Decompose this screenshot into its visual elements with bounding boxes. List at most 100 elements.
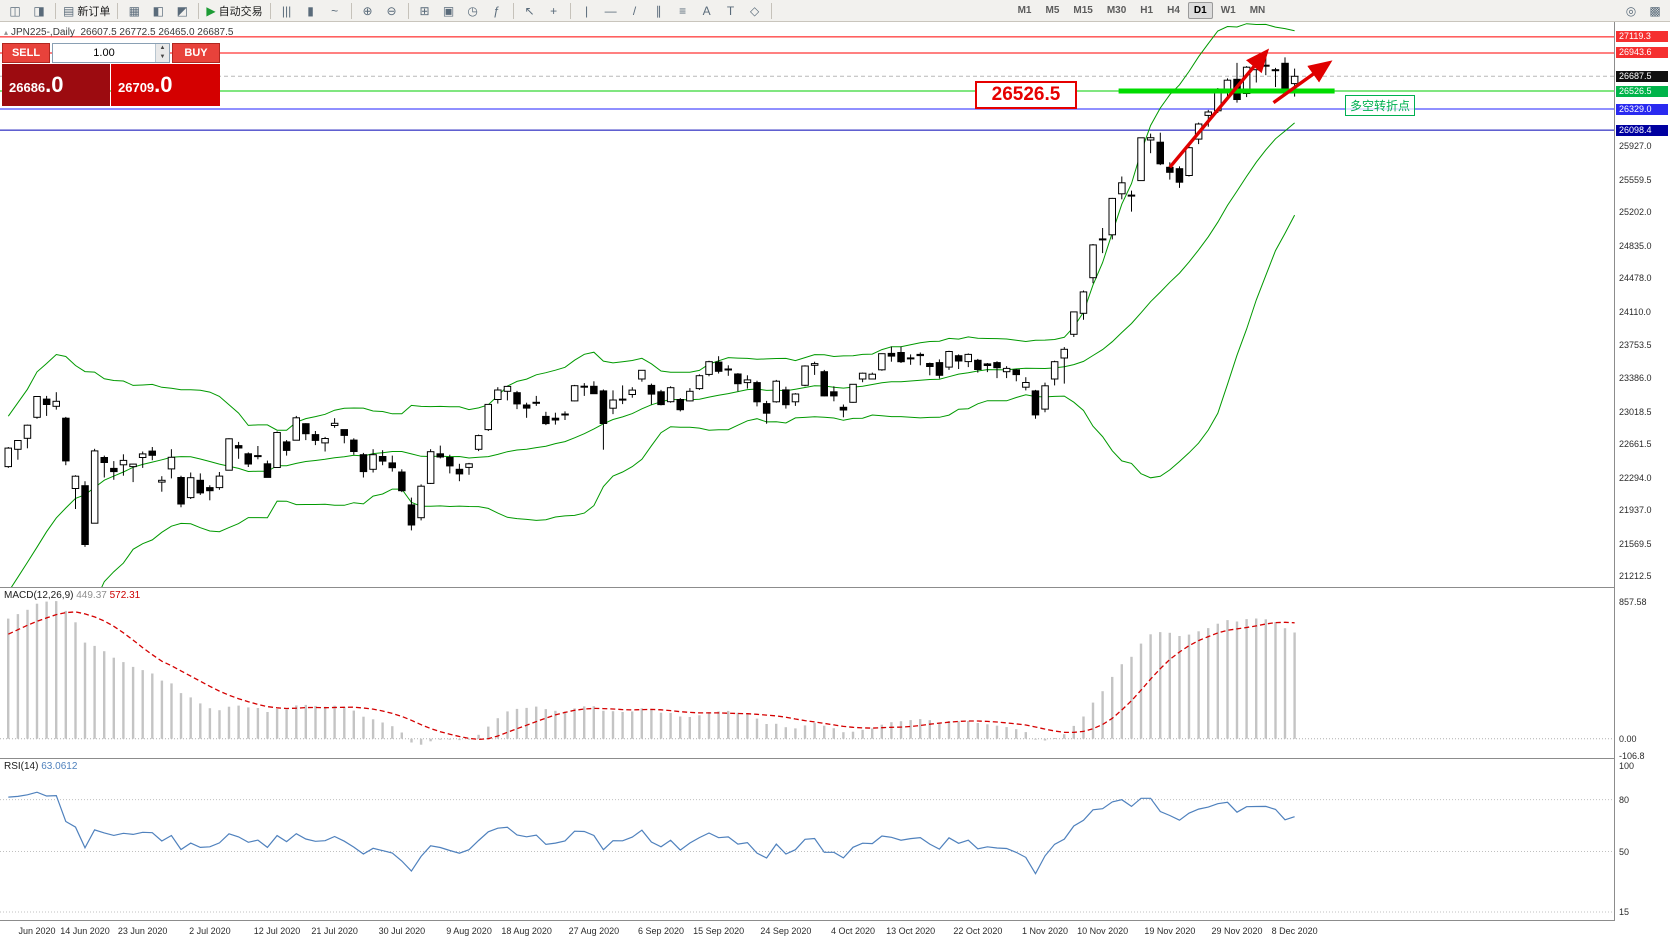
panel-separator: [0, 920, 1670, 921]
navigator-icon: ◩: [176, 3, 189, 18]
date-label: 6 Sep 2020: [638, 926, 685, 936]
date-label: 18 Aug 2020: [501, 926, 552, 936]
sell-price[interactable]: 26686.0: [2, 64, 110, 106]
volume-up-button[interactable]: ▲: [156, 44, 169, 53]
channel-icon[interactable]: ∥: [648, 2, 670, 20]
label-icon[interactable]: T: [720, 2, 742, 20]
timeframe-h4-button[interactable]: H4: [1167, 5, 1180, 16]
date-label: 4 Oct 2020: [831, 926, 876, 936]
toolbar-separator: [350, 2, 352, 19]
auto-trading-button[interactable]: ▶ 自动交易: [204, 2, 264, 20]
timeframe-m15-button[interactable]: M15: [1073, 5, 1093, 16]
turning-point-note: 多空转折点: [1345, 95, 1416, 116]
price-level-chip: 26098.4: [1616, 124, 1668, 136]
scale-tick-label: 80: [1619, 795, 1630, 806]
macd-name: MACD(12,26,9): [4, 590, 74, 601]
macd-signal-value: 572.31: [109, 590, 141, 601]
volume-field[interactable]: 1.00 ▲ ▼: [52, 43, 170, 63]
toolbar-separator: [269, 2, 271, 19]
date-label: 8 Dec 2020: [1271, 926, 1318, 936]
zoom-in-icon[interactable]: ⊕: [357, 2, 379, 20]
price-scale[interactable]: 25927.0 25559.5 25202.0 24835.0 24478.0 24110…: [1614, 22, 1670, 921]
price-plot[interactable]: [0, 22, 1614, 587]
price-level-chip: 26943.6: [1616, 47, 1668, 59]
panel-separator[interactable]: [0, 758, 1670, 759]
new-chart-icon[interactable]: ◫: [4, 2, 26, 20]
market-watch-icon[interactable]: ▦: [123, 2, 145, 20]
trendline-icon: /: [632, 3, 637, 18]
date-axis[interactable]: Jun 2020 14 Jun 2020 23 Jun 2020 2 Jul 2020…: [0, 921, 1670, 942]
date-label: 21 Jul 2020: [311, 926, 358, 936]
new-chart-icon: ◫: [9, 3, 21, 18]
timeframe-d1-button[interactable]: D1: [1187, 2, 1213, 19]
date-label: 12 Jul 2020: [253, 926, 301, 936]
templates-icon[interactable]: ƒ: [486, 2, 508, 20]
period-selector-icon[interactable]: ◷: [462, 2, 484, 20]
bar-chart-icon: |||: [281, 3, 292, 18]
volume-stepper: ▲ ▼: [155, 44, 169, 62]
layouts-icon[interactable]: ▩: [1644, 2, 1666, 20]
auto-trading-button-label: 自动交易: [218, 5, 263, 18]
scale-tick-label: 23018.5: [1619, 406, 1652, 417]
data-window-icon[interactable]: ◧: [147, 2, 169, 20]
scale-tick-label: 25559.5: [1619, 174, 1652, 185]
date-label: 15 Sep 2020: [693, 926, 745, 936]
date-label: Jun 2020: [18, 926, 56, 936]
shapes-icon: ◇: [749, 3, 760, 18]
shapes-icon[interactable]: ◇: [744, 2, 766, 20]
rsi-panel[interactable]: RSI(14) 63.0612: [0, 759, 1614, 920]
timeframe-h1-button[interactable]: H1: [1140, 5, 1154, 16]
cascade-windows-icon[interactable]: ▣: [438, 2, 460, 20]
timeframe-w1-button[interactable]: W1: [1220, 5, 1236, 16]
horizontal-line-icon[interactable]: —: [600, 2, 622, 20]
toolbar-separator: [55, 2, 56, 19]
scale-tick-label: 22661.5: [1619, 439, 1652, 450]
symbol-period-label: JPN225-,Daily: [11, 27, 75, 38]
scale-tick-label: 15: [1619, 907, 1630, 918]
timeframe-mn-button[interactable]: MN: [1249, 5, 1266, 16]
macd-plot[interactable]: [0, 588, 1614, 758]
buy-price[interactable]: 26709.0: [111, 64, 220, 106]
scale-tick-label: 21212.5: [1619, 571, 1652, 582]
price-chart-panel[interactable]: ▴ JPN225-,Daily 26607.5 26772.5 26465.0 2…: [0, 22, 1614, 587]
line-chart-icon[interactable]: ~: [324, 2, 346, 20]
text-icon[interactable]: A: [696, 2, 718, 20]
scale-tick-label: 0.00: [1619, 734, 1637, 745]
period-selector-icon: ◷: [467, 3, 478, 18]
bar-chart-icon[interactable]: |||: [276, 2, 298, 20]
navigator-icon[interactable]: ◩: [171, 2, 193, 20]
tile-windows-icon[interactable]: ⊞: [414, 2, 436, 20]
crosshair-icon[interactable]: +: [543, 2, 565, 20]
scale-tick-label: 22294.0: [1619, 472, 1652, 483]
chart-window[interactable]: ▴ JPN225-,Daily 26607.5 26772.5 26465.0 2…: [0, 22, 1670, 942]
buy-button[interactable]: BUY: [172, 43, 220, 63]
panel-separator[interactable]: [0, 587, 1670, 588]
date-label: 27 Aug 2020: [568, 926, 620, 936]
profiles-icon: ◨: [33, 3, 45, 18]
volume-value[interactable]: 1.00: [93, 47, 115, 59]
date-label: 22 Oct 2020: [953, 926, 1003, 936]
sell-button[interactable]: SELL: [2, 43, 50, 63]
zoom-out-icon[interactable]: ⊖: [381, 2, 403, 20]
timeframe-m5-button[interactable]: M5: [1045, 5, 1060, 16]
price-level-chip: 26526.5: [1616, 85, 1668, 97]
rsi-value: 63.0612: [41, 761, 78, 772]
candlestick-chart-icon[interactable]: ▮: [300, 2, 322, 20]
search-icon[interactable]: ◎: [1620, 2, 1642, 20]
rsi-plot[interactable]: [0, 759, 1614, 920]
fibonacci-icon[interactable]: ≡: [672, 2, 694, 20]
crosshair-icon: +: [550, 3, 558, 18]
date-label: 23 Jun 2020: [117, 926, 168, 936]
timeframe-m30-button[interactable]: M30: [1106, 5, 1127, 16]
timeframe-m1-button[interactable]: M1: [1017, 5, 1032, 16]
scale-tick-label: 23386.0: [1619, 373, 1652, 384]
vertical-line-icon[interactable]: |: [576, 2, 598, 20]
cursor-icon[interactable]: ↖: [519, 2, 541, 20]
vertical-line-icon: |: [585, 3, 589, 18]
trendline-icon[interactable]: /: [624, 2, 646, 20]
volume-down-button[interactable]: ▼: [156, 53, 169, 62]
date-label: 1 Nov 2020: [1022, 926, 1069, 936]
macd-panel[interactable]: MACD(12,26,9) 449.37 572.31: [0, 588, 1614, 758]
profiles-icon[interactable]: ◨: [28, 2, 50, 20]
new-order-button[interactable]: ▤ 新订单: [61, 2, 112, 20]
